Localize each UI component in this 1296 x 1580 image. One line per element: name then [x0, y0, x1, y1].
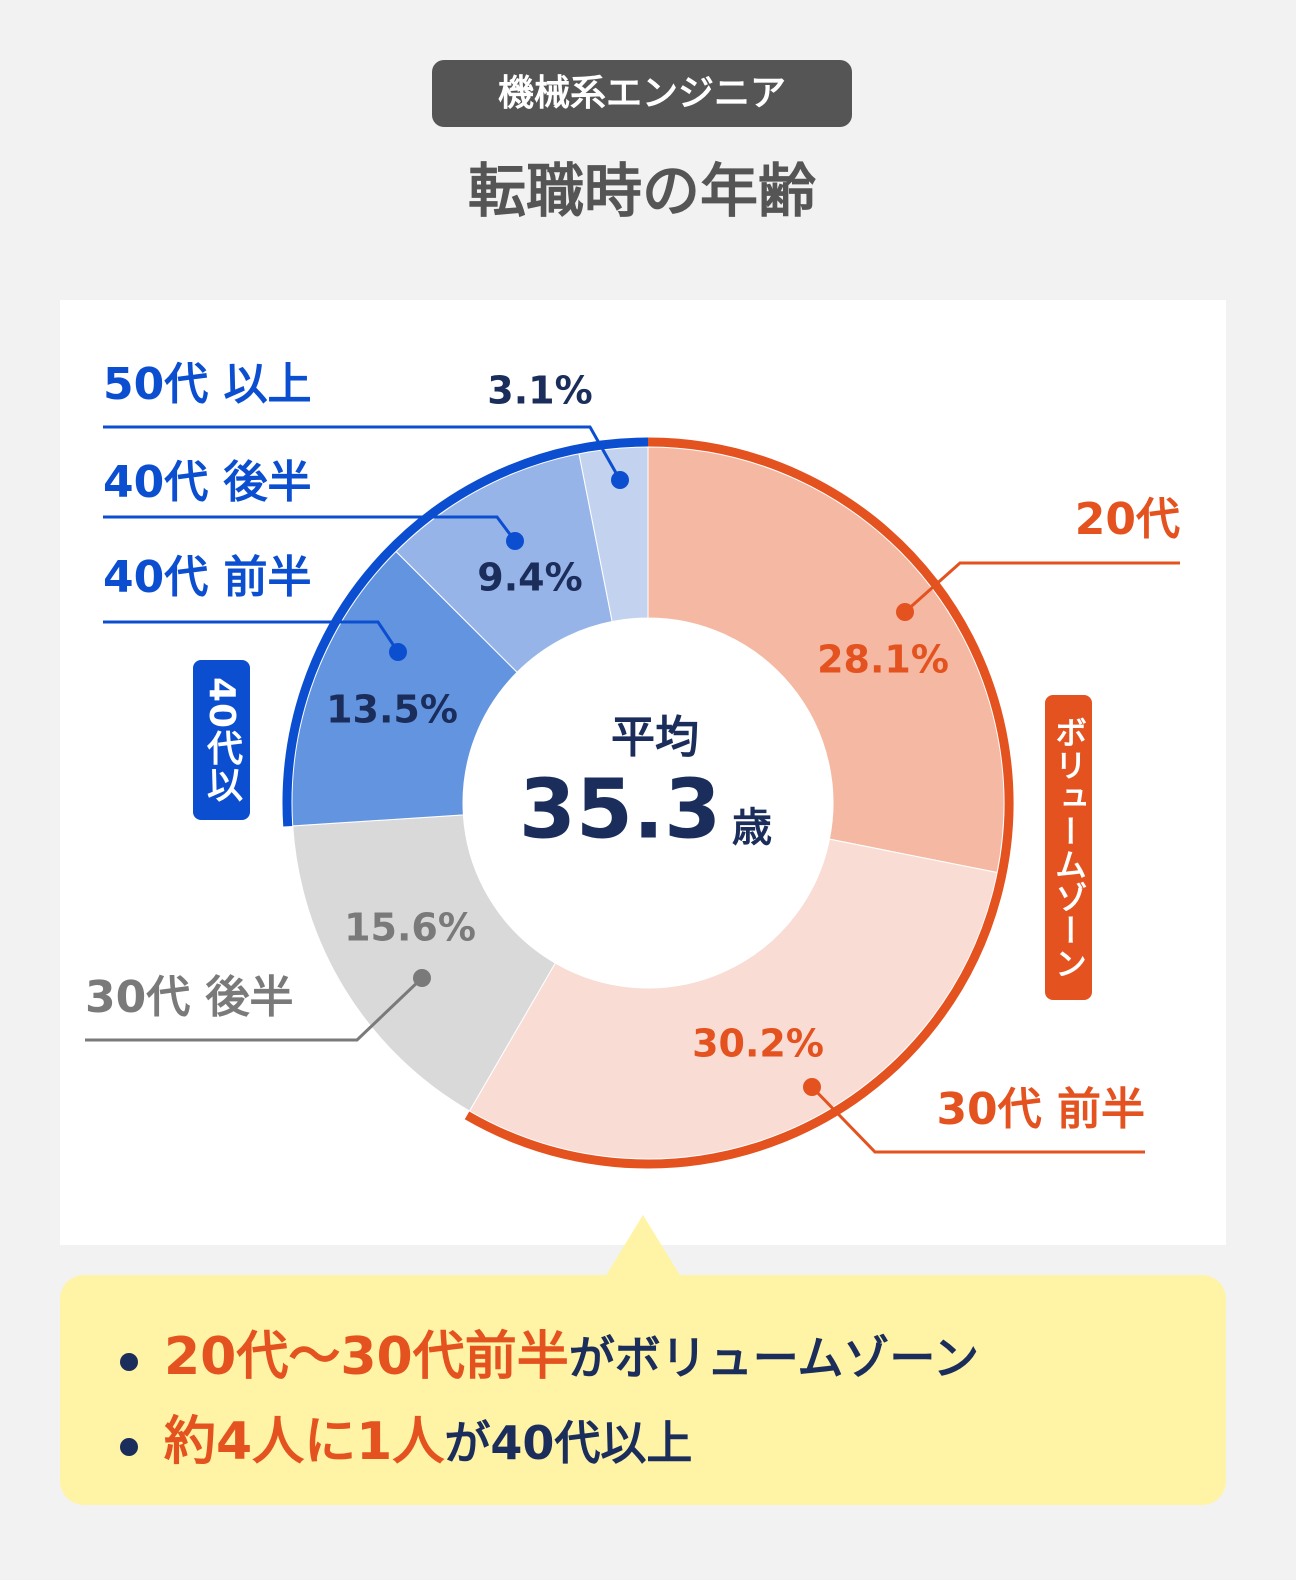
- group-label: 40代以上: [144, 660, 250, 820]
- value-label: 3.1%: [487, 369, 592, 413]
- leader-dot: [803, 1078, 821, 1096]
- leader-dot: [506, 532, 524, 550]
- note: 約4人に1人が40代以上: [120, 1400, 1226, 1485]
- leader-dot: [611, 471, 629, 489]
- value-label: 9.4%: [477, 556, 582, 600]
- bullet: [120, 1352, 138, 1371]
- category-label: 40代 後半: [103, 457, 312, 508]
- group-label: ボリュームゾーン: [1045, 695, 1092, 1000]
- leader-line: [904, 561, 1180, 614]
- bullet: [120, 1437, 138, 1456]
- slice: [647, 446, 1005, 874]
- notes: 20代〜30代前半がボリュームゾーン 約4人に1人が40代以上: [60, 1275, 1226, 1505]
- slice: [578, 446, 649, 623]
- leader-line: [810, 1085, 1145, 1154]
- leader-line: [103, 620, 400, 653]
- category-label: 30代 後半: [85, 972, 294, 1023]
- badge: 機械系エンジニア: [498, 73, 786, 114]
- title: 転職時の年齢: [468, 157, 816, 225]
- category-label: 50代 以上: [103, 359, 312, 410]
- leader-dot: [896, 603, 914, 621]
- leader-line: [103, 425, 622, 481]
- note-text: がボリュームゾーン: [568, 1331, 980, 1385]
- group-rim: [464, 437, 1014, 1169]
- category-label: 30代 前半: [936, 1084, 1145, 1135]
- pointer: [605, 1215, 681, 1277]
- leader-dot: [413, 969, 431, 987]
- slice: [468, 838, 998, 1160]
- value-label: 15.6%: [344, 906, 476, 950]
- note: 20代〜30代前半がボリュームゾーン: [120, 1315, 1226, 1400]
- value-label: 13.5%: [326, 688, 458, 732]
- leader-line: [85, 976, 424, 1042]
- note-highlight: 約4人に1人: [164, 1412, 445, 1472]
- leader-line: [103, 515, 517, 542]
- leader-dot: [389, 643, 407, 661]
- note-highlight: 20代〜30代前半: [164, 1327, 569, 1387]
- category-label: 20代: [1075, 494, 1180, 545]
- center-value: 35.3: [519, 762, 721, 857]
- value-label: 30.2%: [692, 1022, 824, 1066]
- slice: [291, 550, 518, 827]
- value-label: 28.1%: [817, 638, 949, 682]
- slice: [292, 814, 556, 1112]
- note-text: が40代以上: [444, 1416, 693, 1470]
- badge-bg: [432, 60, 852, 127]
- center-unit: 歳: [732, 805, 772, 851]
- category-label: 40代 前半: [103, 552, 312, 603]
- group-rim: [282, 437, 649, 827]
- center-label: 平均: [611, 712, 699, 763]
